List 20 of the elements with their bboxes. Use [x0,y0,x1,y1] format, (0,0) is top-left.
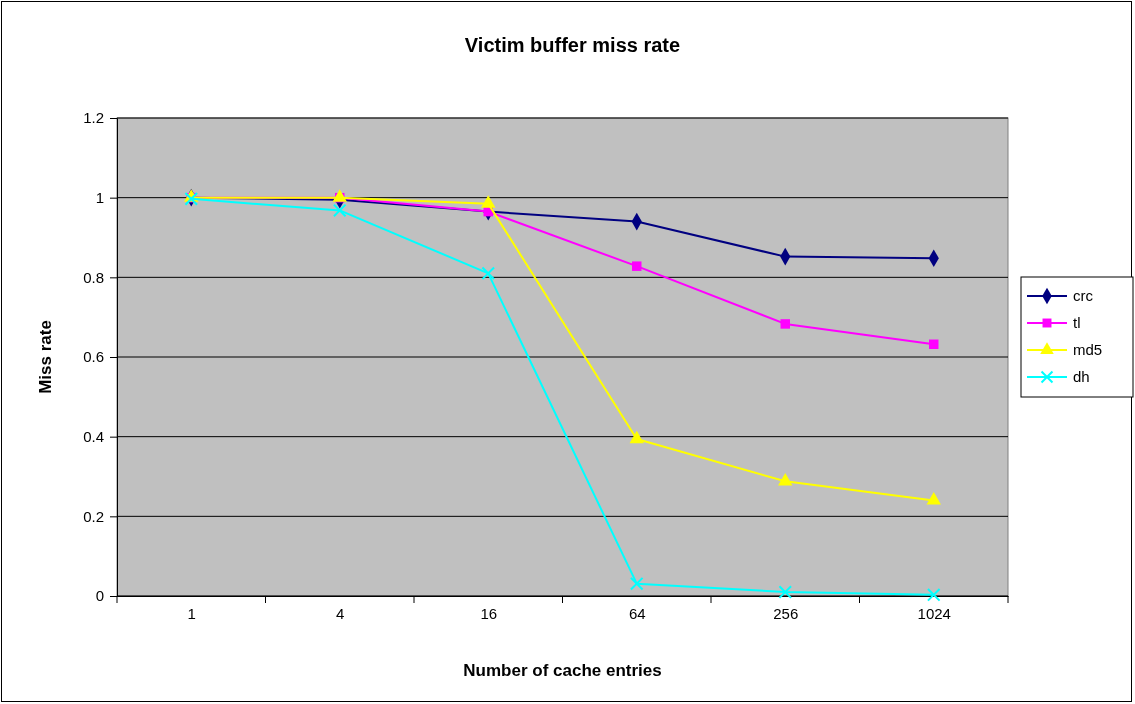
y-tick-label: 0 [95,587,104,605]
x-tick-label: 1 [187,604,196,622]
x-axis-title: Number of cache entries [463,661,662,680]
chart-title: Victim buffer miss rate [464,34,681,56]
legend-label: crc [1073,287,1094,304]
x-tick-label: 4 [336,604,345,622]
y-axis-title: Miss rate [36,320,55,394]
x-tick-label: 1024 [917,604,951,622]
y-tick-label: 0.8 [83,268,104,286]
x-tick-label: 256 [773,604,799,622]
y-tick-label: 1 [95,188,104,206]
legend-label: dh [1073,368,1090,385]
y-tick-label: 0.2 [83,507,104,525]
y-tick-label: 0.6 [83,348,104,366]
y-tick-label: 0.4 [83,427,104,445]
x-tick-label: 16 [480,604,498,622]
y-tick-label: 1.2 [83,109,104,127]
legend-label: md5 [1073,341,1103,358]
x-tick-label: 64 [628,604,646,622]
legend-label: tl [1073,314,1081,331]
